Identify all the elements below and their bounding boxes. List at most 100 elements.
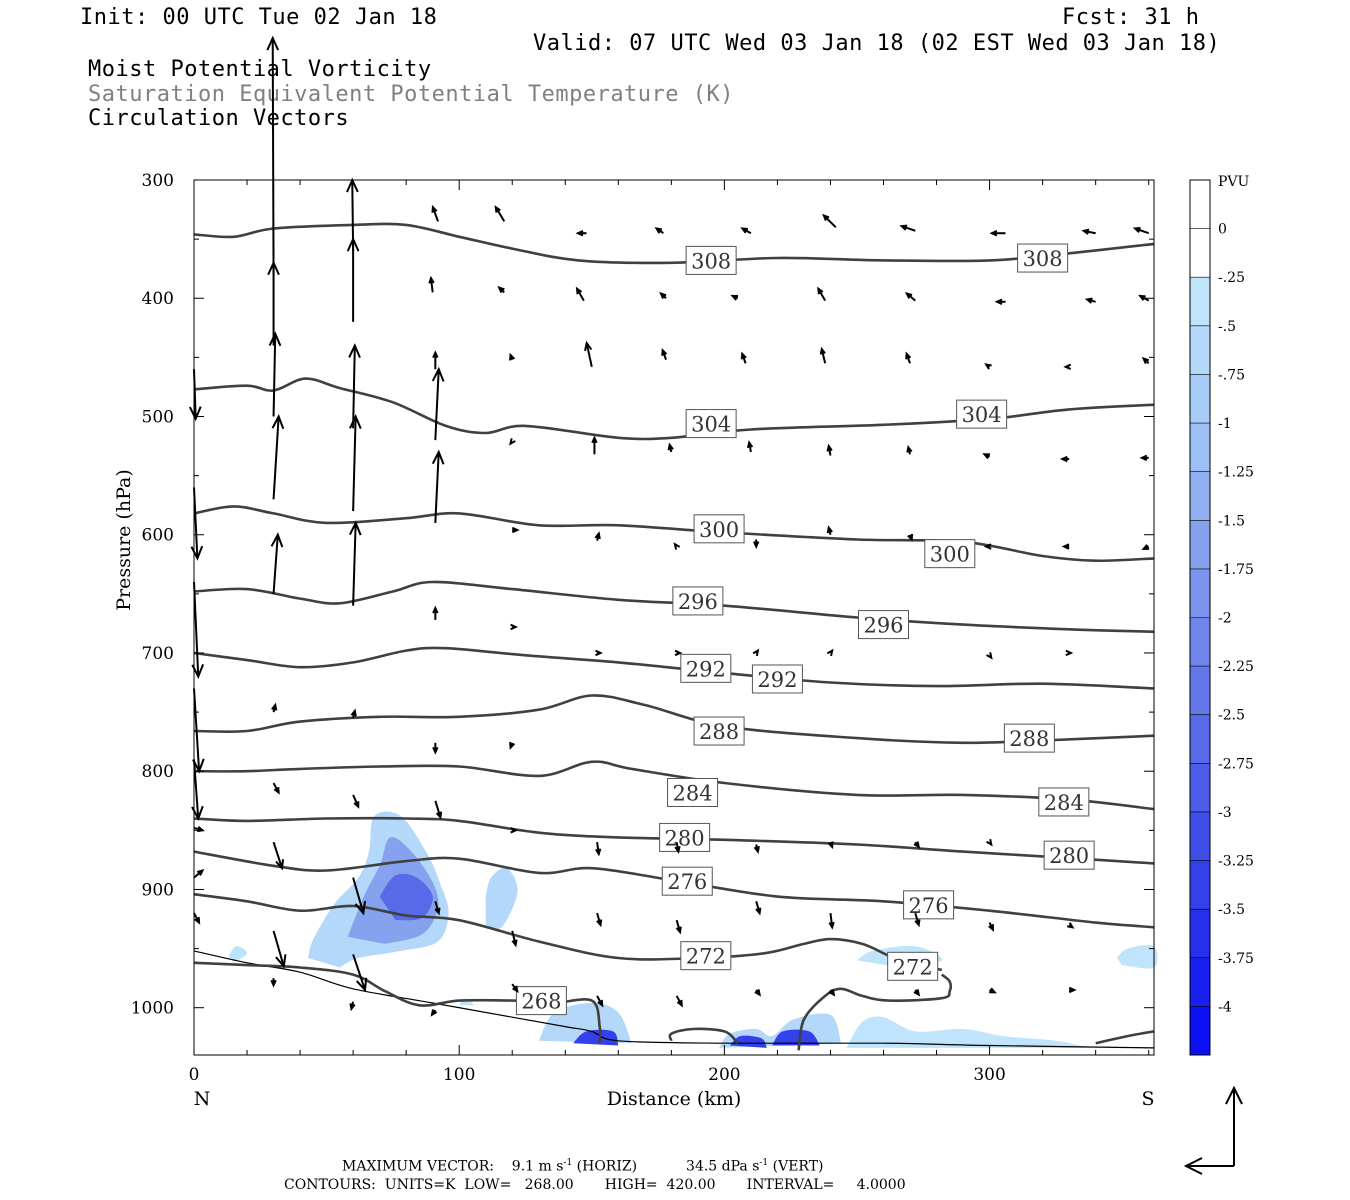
contour-label-box — [1017, 243, 1069, 273]
contour-label-box — [1043, 840, 1095, 870]
circulation-vector — [659, 291, 667, 299]
y-axis-label: Pressure (hPa) — [113, 469, 135, 611]
contour-276 — [193, 850, 1155, 929]
vert-unit: (VERT) — [772, 1158, 824, 1175]
colorbar-swatch — [1190, 860, 1210, 910]
circulation-vector — [661, 347, 668, 361]
field-title-vectors: Circulation Vectors — [88, 106, 350, 131]
pv-shade-region — [573, 1029, 619, 1046]
circulation-vector — [828, 989, 836, 997]
pv-shading — [228, 811, 1158, 1048]
circulation-vector — [667, 442, 674, 453]
colorbar-label: -1 — [1218, 416, 1232, 432]
circulation-vector — [352, 877, 367, 916]
x-tick-label: 0 — [189, 1065, 200, 1085]
pv-shade-region — [1116, 944, 1158, 969]
circulation-vector — [906, 444, 913, 455]
x-axis-north-label: N — [194, 1088, 211, 1110]
circulation-vector — [674, 649, 683, 657]
circulation-vector — [575, 230, 587, 237]
y-tick-label: 700 — [142, 644, 174, 664]
contour-label-box — [751, 664, 803, 694]
contour-label-box — [672, 586, 724, 616]
contour-label: 268 — [521, 990, 561, 1014]
colorbar-label: -2 — [1218, 611, 1232, 627]
terrain-line — [193, 950, 1155, 1049]
contour-304 — [193, 377, 1155, 441]
colorbar-swatch — [1190, 520, 1210, 570]
y-tick-label: 300 — [142, 171, 174, 191]
circulation-vector — [1066, 922, 1075, 929]
circulation-vector — [348, 343, 361, 429]
colorbar-swatch — [1190, 1006, 1210, 1056]
circulation-vector — [432, 350, 439, 370]
circulation-vector — [511, 526, 520, 534]
colorbar-swatch — [1190, 180, 1210, 230]
circulation-vector — [899, 224, 916, 232]
colorbar-swatch — [1190, 957, 1210, 1007]
contour-label: 288 — [699, 720, 739, 744]
contour-label-box — [515, 986, 567, 1016]
contour-label-box — [956, 399, 1008, 429]
contour-label: 304 — [691, 413, 731, 437]
plot-frame — [193, 179, 1155, 1056]
contour-label-box — [680, 941, 732, 971]
circulation-vector — [1061, 543, 1070, 550]
circulation-vector — [431, 366, 445, 441]
circulation-vector — [267, 260, 280, 346]
circulation-vector — [595, 842, 602, 857]
pv-shade-region — [729, 1035, 767, 1048]
circulation-vector — [1081, 228, 1096, 235]
circulation-vector — [740, 351, 747, 364]
circulation-vector — [272, 782, 280, 795]
circulation-vector — [428, 275, 435, 293]
contour-label-box — [1003, 723, 1055, 753]
circulation-vector — [755, 901, 762, 916]
circulation-vector — [753, 539, 760, 549]
circulation-vector — [270, 978, 277, 988]
y-tick-label: 800 — [142, 762, 174, 782]
circulation-vector — [675, 995, 683, 1008]
circulation-vector — [986, 838, 993, 847]
circulation-vector — [272, 930, 287, 969]
contour-segment — [668, 1027, 739, 1045]
circulation-vector — [349, 414, 362, 512]
circulation-vector — [907, 533, 914, 542]
contour-label-box — [693, 716, 745, 746]
max-vert-value: 34.5 dPa s — [686, 1158, 760, 1175]
circulation-vector — [352, 794, 360, 809]
circulation-vector — [350, 708, 357, 719]
circulation-vector — [594, 531, 601, 541]
circulation-vector — [596, 912, 603, 928]
circulation-vector — [740, 227, 752, 235]
pv-shade-region — [485, 867, 518, 930]
circulation-vector — [431, 204, 439, 222]
x-axis-label: Distance (km) — [607, 1088, 742, 1110]
colorbar-label: -2.5 — [1218, 708, 1245, 724]
init-time: Init: 00 UTC Tue 02 Jan 18 — [80, 5, 438, 30]
contour-label: 280 — [1049, 844, 1089, 868]
circulation-vector — [673, 542, 681, 550]
contour-292 — [193, 646, 1155, 690]
circulation-vector — [904, 291, 916, 302]
circulation-vector — [432, 605, 439, 620]
circulation-vector — [1132, 226, 1150, 235]
contour-label-box — [903, 890, 955, 920]
contour-label: 276 — [909, 894, 949, 918]
contour-label: 284 — [673, 782, 713, 806]
contour-288 — [193, 694, 1155, 745]
x-tick-label: 100 — [443, 1065, 475, 1085]
pv-shade-region — [772, 1029, 820, 1046]
colorbar-label: -.25 — [1218, 270, 1245, 286]
contour-label: 284 — [1044, 791, 1084, 815]
max-vector-label: MAXIMUM VECTOR: — [342, 1158, 494, 1175]
contour-segment — [797, 973, 953, 1051]
circulation-vector — [828, 912, 835, 930]
pv-colorbar: PVU 0 -.25 -.5 -.75 -1 -1.25 -1.5 -1.75 -2 -2.25 -2… — [1189, 174, 1254, 1056]
circulation-vector — [1063, 363, 1072, 370]
contour-label-box — [685, 245, 737, 275]
circulation-vector — [511, 930, 518, 948]
contour-label-box — [858, 610, 910, 640]
x-axis-south-label: S — [1141, 1088, 1154, 1110]
